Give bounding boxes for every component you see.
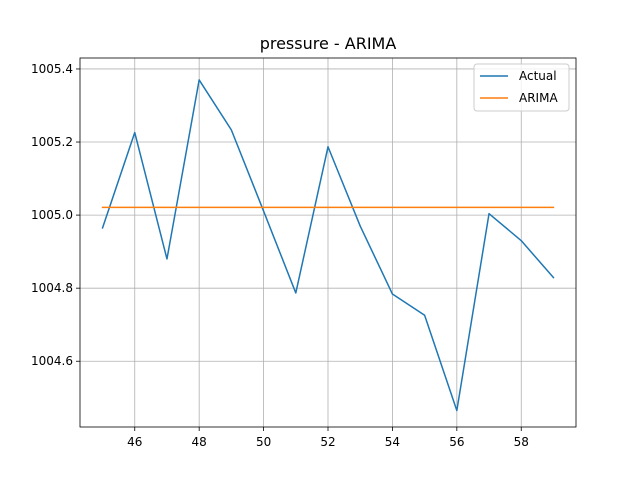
x-tick-label: 54 [385,435,400,449]
legend-label-actual: Actual [519,69,557,83]
grid-layer [80,58,576,427]
x-tick-label: 46 [127,435,142,449]
y-tick-label: 1005.0 [31,208,73,222]
y-tick-label: 1005.4 [31,62,73,76]
y-tick-label: 1004.8 [31,281,73,295]
tick-layer: 46 48 50 52 54 56 58 1004.6 1004.8 1005.0 1005.2 10… [31,62,529,449]
x-tick-label: 56 [449,435,464,449]
legend: Actual ARIMA [473,63,570,112]
series-layer [101,79,555,412]
y-tick-label: 1005.2 [31,135,73,149]
y-tick-label: 1004.6 [31,354,73,368]
series-line-actual [101,79,555,412]
chart-title: pressure - ARIMA [260,34,397,53]
x-tick-label: 58 [514,435,529,449]
x-tick-label: 50 [256,435,271,449]
legend-label-arima: ARIMA [519,91,558,105]
x-tick-label: 52 [320,435,335,449]
x-tick-label: 48 [192,435,207,449]
